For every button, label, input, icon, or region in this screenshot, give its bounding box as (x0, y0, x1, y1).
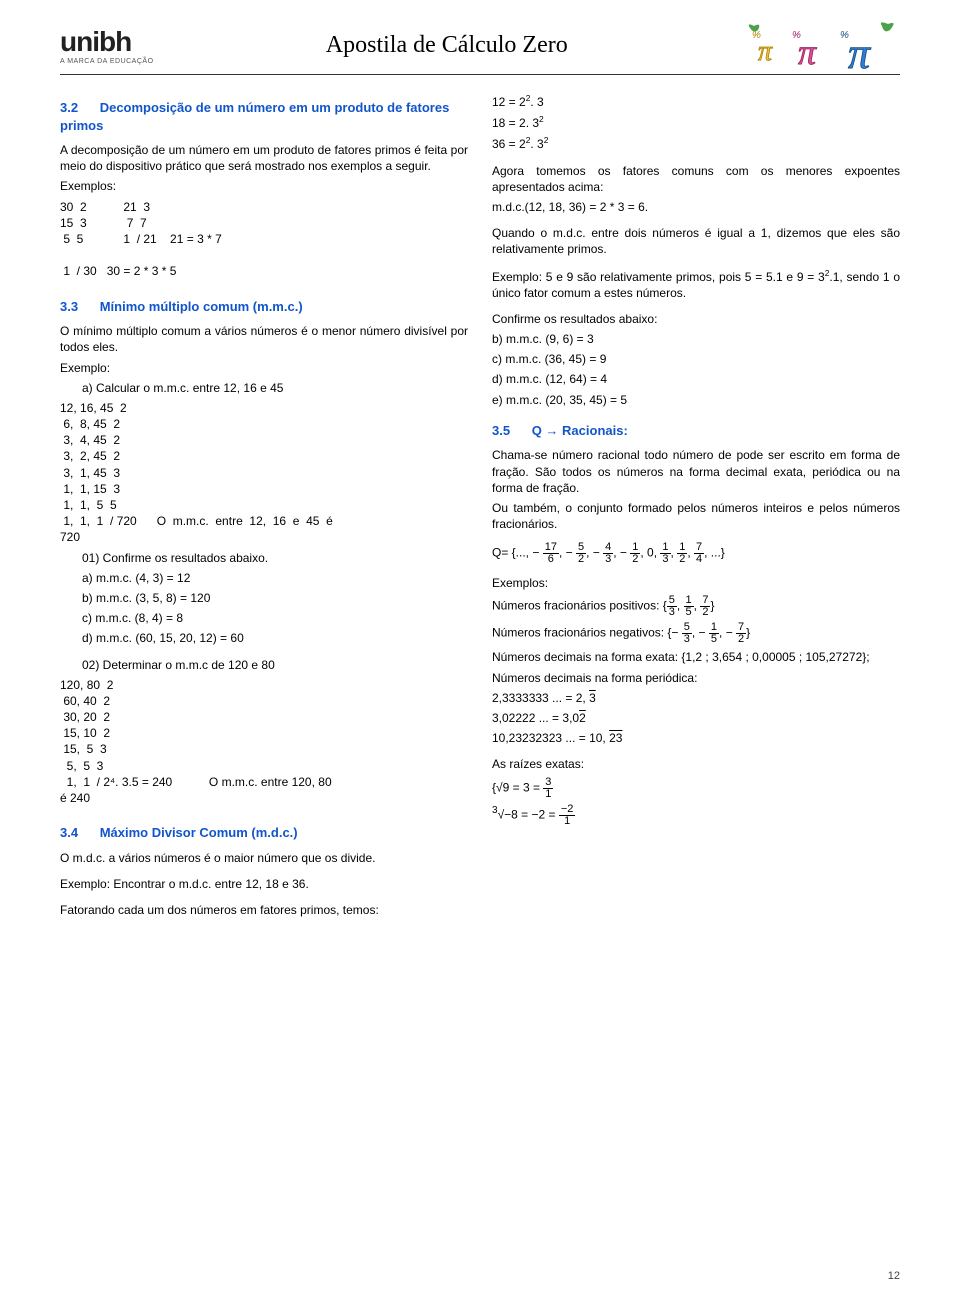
r-conf: Confirme os resultados abaixo: (492, 311, 900, 327)
fact-18: 18 = 2. 32 (492, 114, 900, 131)
sec35-fpos: Números fracionários positivos: {53, 15,… (492, 595, 900, 618)
heading-text: Mínimo múltiplo comum (m.m.c.) (100, 299, 303, 314)
tagline: A MARCA DA EDUCAÇÃO (60, 58, 154, 65)
pi-decoration: π % π % π % (740, 20, 900, 70)
sec35-per-label: Números decimais na forma periódica: (492, 670, 900, 686)
sec35-per3: 10,23232323 ... = 10, 23 (492, 730, 900, 746)
sec33-ans-b: b) m.m.c. (3, 5, 8) = 120 (82, 590, 468, 606)
sec35-per1: 2,3333333 ... = 2, 3 (492, 690, 900, 706)
sec33-a: a) Calcular o m.m.c. entre 12, 16 e 45 (82, 380, 468, 396)
fact-12: 12 = 22. 3 (492, 93, 900, 110)
document-title: Apostila de Cálculo Zero (154, 32, 740, 59)
heading-num: 3.5 (492, 423, 510, 438)
heading-3-5: 3.5 Q → Racionais: (492, 422, 900, 440)
left-column: 3.2 Decomposição de um número em um prod… (60, 89, 468, 922)
sec33-ans-c: c) m.m.c. (8, 4) = 8 (82, 610, 468, 626)
sec35-p1: Chama-se número racional todo número de … (492, 447, 900, 496)
sec33-02: 02) Determinar o m.m.c de 120 e 80 (82, 657, 468, 673)
sec35-per2: 3,02222 ... = 3,02 (492, 710, 900, 726)
sec32-p1: A decomposição de um número em um produt… (60, 142, 468, 174)
heading-num: 3.3 (60, 299, 78, 314)
r-p3: Exemplo: 5 e 9 são relativamente primos,… (492, 268, 900, 301)
r-c: c) m.m.c. (36, 45) = 9 (492, 351, 900, 367)
page-header: unibh A MARCA DA EDUCAÇÃO Apostila de Cá… (60, 20, 900, 75)
fact-36: 36 = 22. 32 (492, 135, 900, 152)
svg-text:%: % (792, 30, 801, 41)
heading-text: Decomposição de um número em um produto … (60, 100, 449, 133)
heading-3-3: 3.3 Mínimo múltiplo comum (m.m.c.) (60, 298, 468, 316)
r-p1: Agora tomemos os fatores comuns com os m… (492, 163, 900, 195)
sec33-conf: 01) Confirme os resultados abaixo. (82, 550, 468, 566)
sec35-ex: Exemplos: (492, 575, 900, 591)
sec35-fneg: Números fracionários negativos: {− 53, −… (492, 622, 900, 645)
sec33-block1: 12, 16, 45 2 6, 8, 45 2 3, 4, 45 2 3, 2,… (60, 400, 468, 546)
sec33-ans-a: a) m.m.c. (4, 3) = 12 (82, 570, 468, 586)
content-columns: 3.2 Decomposição de um número em um prod… (60, 89, 900, 922)
sec35-root1: {√9 = 3 = 31 (492, 777, 900, 800)
r-e: e) m.m.c. (20, 35, 45) = 5 (492, 392, 900, 408)
r-b: b) m.m.c. (9, 6) = 3 (492, 331, 900, 347)
logo-text: unibh (60, 26, 131, 58)
r-p2: Quando o m.d.c. entre dois números é igu… (492, 225, 900, 257)
sec35-qset: Q= {..., − 176, − 52, − 43, − 12, 0, 13,… (492, 542, 900, 565)
sec35-root2: 3√−8 = −2 = −21 (492, 804, 900, 827)
sec33-ex-label: Exemplo: (60, 360, 468, 376)
sec33-block2: 120, 80 2 60, 40 2 30, 20 2 15, 10 2 15,… (60, 677, 468, 807)
sec35-p1b: Ou também, o conjunto formado pelos núme… (492, 500, 900, 532)
sec33-ans-d: d) m.m.c. (60, 15, 20, 12) = 60 (82, 630, 468, 646)
sec34-p3: Fatorando cada um dos números em fatores… (60, 902, 468, 918)
sec33-p1: O mínimo múltiplo comum a vários números… (60, 323, 468, 355)
sec32-factor-block: 30 2 21 3 15 3 7 7 5 5 1 / 21 21 = 3 * 7… (60, 199, 468, 280)
sec35-roots: As raízes exatas: (492, 756, 900, 772)
heading-num: 3.2 (60, 100, 78, 115)
heading-3-4: 3.4 Máximo Divisor Comum (m.d.c.) (60, 824, 468, 842)
heading-text: Máximo Divisor Comum (m.d.c.) (100, 825, 298, 840)
heading-3-2: 3.2 Decomposição de um número em um prod… (60, 99, 468, 134)
sec34-p1: O m.d.c. a vários números é o maior núme… (60, 850, 468, 866)
logo-block: unibh A MARCA DA EDUCAÇÃO (60, 26, 154, 65)
heading-num: 3.4 (60, 825, 78, 840)
sec32-ex-label: Exemplos: (60, 178, 468, 194)
sec34-p2: Exemplo: Encontrar o m.d.c. entre 12, 18… (60, 876, 468, 892)
r-p1b: m.d.c.(12, 18, 36) = 2 * 3 = 6. (492, 199, 900, 215)
sec35-dec: Números decimais na forma exata: {1,2 ; … (492, 649, 900, 665)
svg-text:π: π (848, 29, 872, 70)
right-column: 12 = 22. 3 18 = 2. 32 36 = 22. 32 Agora … (492, 89, 900, 922)
svg-text:%: % (752, 30, 761, 41)
heading-text: Q → Racionais: (532, 423, 628, 438)
r-d: d) m.m.c. (12, 64) = 4 (492, 371, 900, 387)
pi-art-svg: π % π % π % (740, 20, 900, 70)
svg-text:%: % (840, 30, 849, 41)
page-number: 12 (888, 1270, 900, 1282)
